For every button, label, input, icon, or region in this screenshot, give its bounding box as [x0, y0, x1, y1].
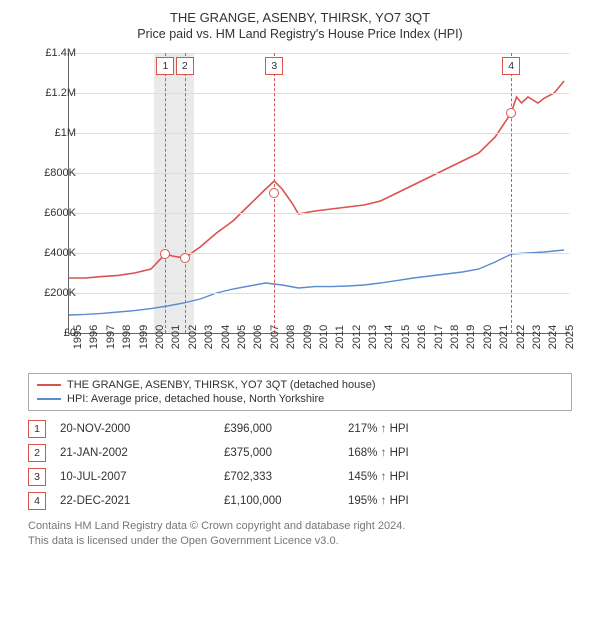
- sale-pct: 145% ↑ HPI: [348, 471, 572, 483]
- x-tick-label: 1996: [88, 325, 100, 349]
- chart-title: THE GRANGE, ASENBY, THIRSK, YO7 3QT: [10, 10, 590, 25]
- sale-number-box: 4: [28, 492, 46, 510]
- footer-line-1: Contains HM Land Registry data © Crown c…: [28, 519, 572, 534]
- sale-row: 2 21-JAN-2002 £375,000 168% ↑ HPI: [28, 441, 572, 465]
- sale-number-box: 2: [28, 444, 46, 462]
- x-tick-label: 1995: [72, 325, 84, 349]
- footer: Contains HM Land Registry data © Crown c…: [28, 519, 572, 549]
- legend-swatch: [37, 398, 61, 400]
- sale-date: 22-DEC-2021: [60, 495, 210, 507]
- up-arrow-icon: ↑: [377, 447, 389, 459]
- x-tick-label: 2000: [154, 325, 166, 349]
- legend: THE GRANGE, ASENBY, THIRSK, YO7 3QT (det…: [28, 373, 572, 411]
- sale-pct: 217% ↑ HPI: [348, 423, 572, 435]
- sale-row: 1 20-NOV-2000 £396,000 217% ↑ HPI: [28, 417, 572, 441]
- series-hpi: [69, 250, 564, 315]
- sale-price: £1,100,000: [224, 495, 334, 507]
- x-tick-label: 2001: [170, 325, 182, 349]
- x-tick-label: 2012: [351, 325, 363, 349]
- sale-number-box: 1: [28, 420, 46, 438]
- up-arrow-icon: ↑: [377, 471, 389, 483]
- x-tick-label: 2011: [334, 325, 346, 349]
- y-tick-label: £1M: [55, 127, 76, 139]
- x-tick-label: 1998: [121, 325, 133, 349]
- sale-dot: [506, 108, 516, 118]
- x-tick-label: 2022: [515, 325, 527, 349]
- sale-vline: [165, 53, 166, 333]
- sale-price: £702,333: [224, 471, 334, 483]
- chart-subtitle: Price paid vs. HM Land Registry's House …: [10, 27, 590, 41]
- x-tick-label: 2020: [482, 325, 494, 349]
- x-tick-label: 2015: [400, 325, 412, 349]
- sale-dot: [180, 253, 190, 263]
- chart-box: 1234 £0£200K£400K£600K£800K£1M£1.2M£1.4M…: [20, 47, 580, 367]
- sale-row: 4 22-DEC-2021 £1,100,000 195% ↑ HPI: [28, 489, 572, 513]
- sale-date: 21-JAN-2002: [60, 447, 210, 459]
- sale-marker-box: 1: [156, 57, 174, 75]
- sale-pct: 168% ↑ HPI: [348, 447, 572, 459]
- sale-marker-box: 4: [502, 57, 520, 75]
- sale-pct: 195% ↑ HPI: [348, 495, 572, 507]
- x-tick-label: 2004: [220, 325, 232, 349]
- x-tick-label: 2024: [547, 325, 559, 349]
- sale-marker-box: 2: [176, 57, 194, 75]
- sale-marker-box: 3: [265, 57, 283, 75]
- x-tick-label: 2021: [498, 325, 510, 349]
- x-tick-label: 2025: [564, 325, 576, 349]
- x-tick-label: 2003: [203, 325, 215, 349]
- footer-line-2: This data is licensed under the Open Gov…: [28, 534, 572, 549]
- x-tick-label: 2009: [302, 325, 314, 349]
- legend-row: THE GRANGE, ASENBY, THIRSK, YO7 3QT (det…: [37, 378, 563, 392]
- series-property: [69, 81, 564, 278]
- x-tick-label: 1997: [105, 325, 117, 349]
- x-tick-label: 2018: [449, 325, 461, 349]
- sale-dot: [160, 249, 170, 259]
- chart-container: THE GRANGE, ASENBY, THIRSK, YO7 3QT Pric…: [0, 0, 600, 620]
- sale-date: 20-NOV-2000: [60, 423, 210, 435]
- y-tick-label: £1.2M: [45, 87, 76, 99]
- sale-row: 3 10-JUL-2007 £702,333 145% ↑ HPI: [28, 465, 572, 489]
- sale-date: 10-JUL-2007: [60, 471, 210, 483]
- x-tick-label: 2019: [465, 325, 477, 349]
- x-tick-label: 2006: [252, 325, 264, 349]
- x-tick-label: 2007: [269, 325, 281, 349]
- sales-table: 1 20-NOV-2000 £396,000 217% ↑ HPI 2 21-JAN-20…: [28, 417, 572, 513]
- x-tick-label: 2002: [187, 325, 199, 349]
- x-tick-label: 2010: [318, 325, 330, 349]
- y-tick-label: £1.4M: [45, 47, 76, 59]
- sale-price: £375,000: [224, 447, 334, 459]
- sale-dot: [269, 188, 279, 198]
- x-tick-label: 2023: [531, 325, 543, 349]
- legend-label: HPI: Average price, detached house, Nort…: [67, 393, 324, 405]
- line-svg: [69, 53, 569, 333]
- x-tick-label: 2005: [236, 325, 248, 349]
- x-tick-label: 2008: [285, 325, 297, 349]
- sale-vline: [185, 53, 186, 333]
- legend-label: THE GRANGE, ASENBY, THIRSK, YO7 3QT (det…: [67, 379, 376, 391]
- y-tick-label: £600K: [44, 207, 76, 219]
- y-tick-label: £200K: [44, 287, 76, 299]
- up-arrow-icon: ↑: [377, 495, 389, 507]
- x-tick-label: 1999: [138, 325, 150, 349]
- sale-number-box: 3: [28, 468, 46, 486]
- up-arrow-icon: ↑: [377, 423, 389, 435]
- legend-row: HPI: Average price, detached house, Nort…: [37, 392, 563, 406]
- x-tick-label: 2017: [433, 325, 445, 349]
- x-tick-label: 2016: [416, 325, 428, 349]
- sale-vline: [511, 53, 512, 333]
- legend-swatch: [37, 384, 61, 386]
- y-tick-label: £400K: [44, 247, 76, 259]
- plot-area: 12 3 4: [68, 53, 569, 334]
- x-tick-label: 2013: [367, 325, 379, 349]
- sale-price: £396,000: [224, 423, 334, 435]
- x-tick-label: 2014: [383, 325, 395, 349]
- y-tick-label: £800K: [44, 167, 76, 179]
